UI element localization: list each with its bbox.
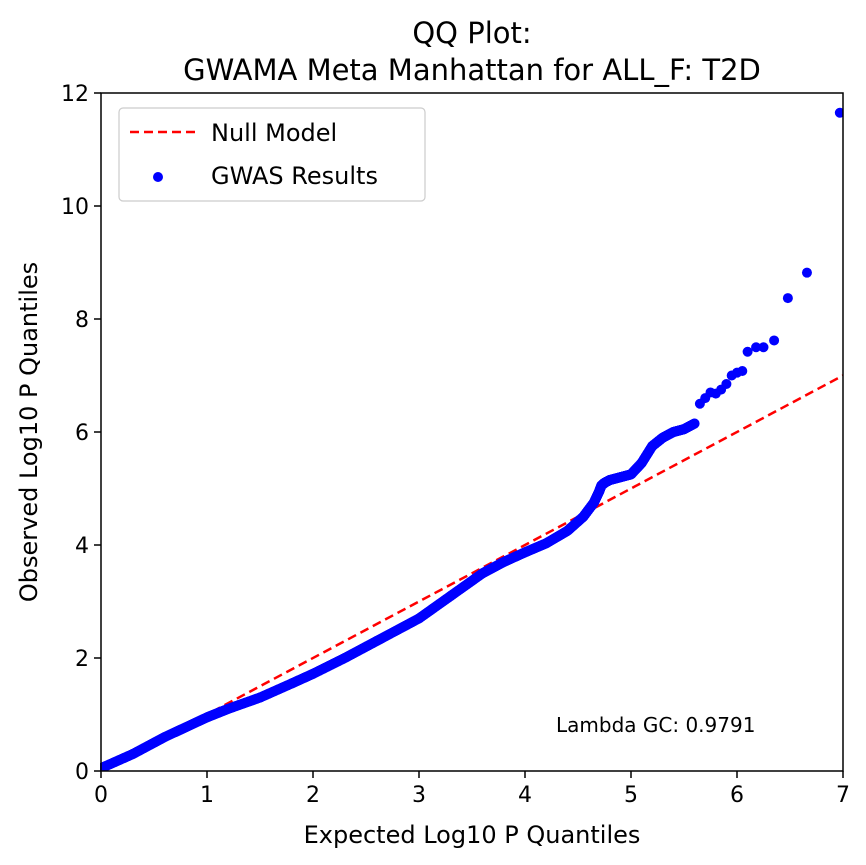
gwas-point	[689, 418, 700, 429]
x-tick-label: 7	[836, 783, 850, 808]
gwas-point	[562, 525, 573, 536]
gwas-point	[721, 378, 732, 389]
gwas-point	[286, 678, 297, 689]
gwas-point	[445, 590, 456, 601]
gwas-point	[202, 712, 212, 723]
chart-title-line1: QQ Plot:	[412, 16, 531, 50]
gwas-point	[769, 335, 780, 346]
gwas-point	[414, 613, 424, 624]
x-tick-label: 2	[306, 783, 320, 808]
gwas-point	[308, 668, 318, 679]
gwas-point	[604, 475, 615, 486]
y-tick-label: 4	[75, 534, 89, 559]
gwas-point	[159, 732, 170, 743]
y-tick-label: 12	[61, 82, 89, 107]
gwas-point	[127, 749, 138, 760]
gwas-point	[477, 568, 488, 579]
x-tick-label: 0	[94, 783, 108, 808]
y-axis-label: Observed Log10 P Quantiles	[15, 262, 43, 602]
legend-gwas-results-swatch	[153, 172, 163, 182]
gwas-point	[498, 556, 509, 567]
gwas-point	[371, 636, 382, 647]
legend: Null Model GWAS Results	[118, 107, 426, 202]
gwas-point	[742, 346, 753, 357]
y-tick-label: 6	[75, 421, 89, 446]
chart-title-line2: GWAMA Meta Manhattan for ALL_F: T2D	[183, 53, 761, 87]
gwas-point	[636, 458, 647, 469]
gwas-point	[588, 497, 599, 508]
gwas-point	[615, 472, 626, 483]
x-tick-label: 6	[730, 783, 744, 808]
gwas-point	[657, 432, 668, 443]
y-tick-label: 10	[61, 195, 89, 220]
gwas-point	[578, 511, 589, 522]
gwas-point	[782, 293, 793, 304]
x-tick-label: 1	[200, 783, 214, 808]
gwas-point	[647, 441, 658, 452]
gwas-point	[801, 267, 812, 278]
x-tick-label: 3	[412, 783, 426, 808]
y-tick-label: 0	[75, 760, 89, 785]
gwas-point	[679, 424, 689, 435]
gwas-point	[339, 653, 350, 663]
lambda-gc-annotation: Lambda GC: 0.9791	[556, 713, 755, 737]
gwas-point	[751, 342, 762, 353]
y-tick-label: 8	[75, 308, 89, 333]
x-tick-label: 4	[518, 783, 532, 808]
legend-gwas-results-label: GWAS Results	[211, 162, 378, 190]
y-tick-label: 2	[75, 647, 89, 672]
gwas-point	[520, 547, 530, 558]
legend-null-model-label: Null Model	[211, 119, 337, 147]
gwas-point	[541, 538, 552, 549]
gwas-point	[834, 107, 843, 118]
gwas-point	[758, 342, 769, 353]
x-tick-label: 5	[624, 783, 638, 808]
gwas-point	[223, 703, 234, 714]
gwas-point	[255, 692, 265, 703]
x-axis-label: Expected Log10 P Quantiles	[304, 821, 641, 849]
gwas-point	[737, 365, 748, 376]
gwas-point	[626, 469, 636, 480]
gwas-point	[668, 427, 679, 437]
legend-box	[118, 107, 426, 202]
